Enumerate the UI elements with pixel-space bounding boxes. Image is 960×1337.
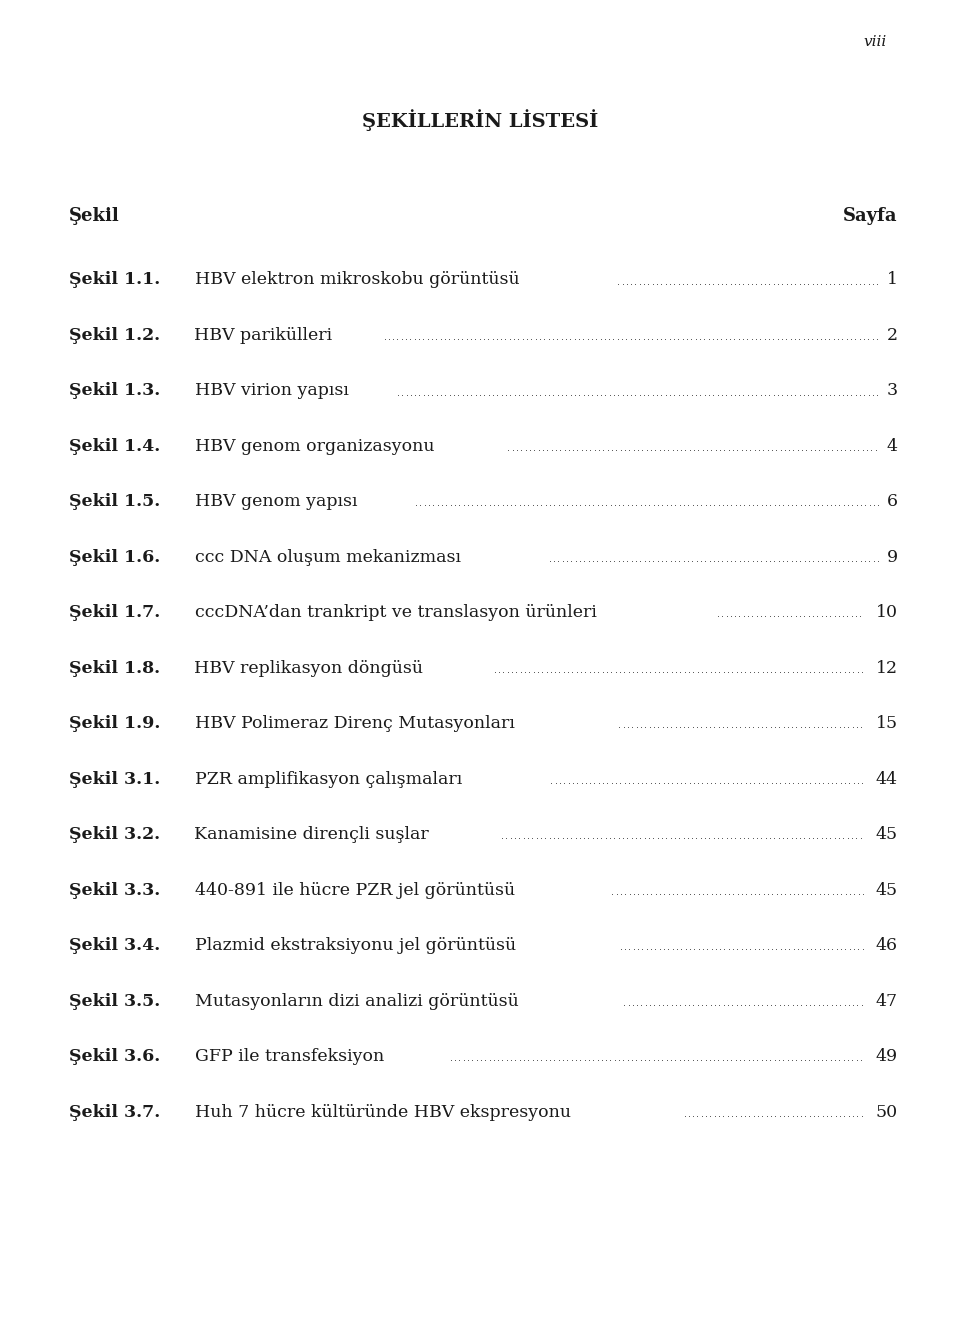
Text: 45: 45 xyxy=(876,882,898,898)
Text: GFP ile transfeksiyon: GFP ile transfeksiyon xyxy=(195,1048,390,1066)
Text: Plazmid ekstraksiyonu jel görüntüsü: Plazmid ekstraksiyonu jel görüntüsü xyxy=(195,937,521,955)
Text: Şekil 3.1.: Şekil 3.1. xyxy=(69,770,160,787)
Text: Şekil 3.2.: Şekil 3.2. xyxy=(69,826,160,844)
Text: HBV parikülleri: HBV parikülleri xyxy=(194,326,338,344)
Text: HBV genom yapısı: HBV genom yapısı xyxy=(195,493,363,511)
Text: Şekil 3.3.: Şekil 3.3. xyxy=(69,882,160,898)
Text: Şekil 3.4.: Şekil 3.4. xyxy=(69,937,160,955)
Text: Şekil: Şekil xyxy=(69,207,120,225)
Text: 9: 9 xyxy=(886,548,898,566)
Text: ccc DNA oluşum mekanizması: ccc DNA oluşum mekanizması xyxy=(195,548,466,566)
Text: 10: 10 xyxy=(876,604,898,622)
Text: HBV virion yapısı: HBV virion yapısı xyxy=(195,382,348,400)
Text: 47: 47 xyxy=(876,992,898,1009)
Text: HBV replikasyon döngüsü: HBV replikasyon döngüsü xyxy=(194,660,423,677)
Text: Şekil 1.7.: Şekil 1.7. xyxy=(69,604,160,622)
Text: Kanamisine dirençli suşlar: Kanamisine dirençli suşlar xyxy=(194,826,429,844)
Text: HBV genom organizasyonu: HBV genom organizasyonu xyxy=(195,437,434,455)
Text: 6: 6 xyxy=(887,493,898,511)
Text: Şekil 1.8.: Şekil 1.8. xyxy=(69,660,160,677)
Text: HBV Polimeraz Direnç Mutasyonları: HBV Polimeraz Direnç Mutasyonları xyxy=(195,715,520,733)
Text: 44: 44 xyxy=(876,770,898,787)
Text: PZR amplifikasyon çalışmaları: PZR amplifikasyon çalışmaları xyxy=(195,770,468,787)
Text: Şekil 1.3.: Şekil 1.3. xyxy=(69,382,160,400)
Text: HBV elektron mikroskobu görüntüsü: HBV elektron mikroskobu görüntüsü xyxy=(195,271,519,289)
Text: 50: 50 xyxy=(876,1104,898,1120)
Text: ŞEKİLLERİN LİSTESİ: ŞEKİLLERİN LİSTESİ xyxy=(362,110,598,131)
Text: 45: 45 xyxy=(876,826,898,844)
Text: Şekil 1.5.: Şekil 1.5. xyxy=(69,493,160,511)
Text: Huh 7 hücre kültüründe HBV ekspresyonu: Huh 7 hücre kültüründe HBV ekspresyonu xyxy=(195,1104,570,1120)
Text: 12: 12 xyxy=(876,660,898,677)
Text: 440-891 ile hücre PZR jel görüntüsü: 440-891 ile hücre PZR jel görüntüsü xyxy=(195,882,515,898)
Text: Şekil 3.7.: Şekil 3.7. xyxy=(69,1104,160,1120)
Text: Şekil 1.6.: Şekil 1.6. xyxy=(69,548,160,566)
Text: viii: viii xyxy=(864,35,887,48)
Text: 49: 49 xyxy=(876,1048,898,1066)
Text: Şekil 1.2.: Şekil 1.2. xyxy=(69,326,160,344)
Text: 1: 1 xyxy=(887,271,898,289)
Text: Sayfa: Sayfa xyxy=(843,207,898,225)
Text: cccDNA’dan trankript ve translasyon ürünleri: cccDNA’dan trankript ve translasyon ürün… xyxy=(195,604,596,622)
Text: Şekil 1.9.: Şekil 1.9. xyxy=(69,715,160,733)
Text: 15: 15 xyxy=(876,715,898,733)
Text: 2: 2 xyxy=(886,326,898,344)
Text: Şekil 1.4.: Şekil 1.4. xyxy=(69,437,160,455)
Text: 4: 4 xyxy=(887,437,898,455)
Text: Şekil 3.6.: Şekil 3.6. xyxy=(69,1048,160,1066)
Text: Şekil 3.5.: Şekil 3.5. xyxy=(69,992,160,1009)
Text: Şekil 1.1.: Şekil 1.1. xyxy=(69,271,160,289)
Text: 46: 46 xyxy=(876,937,898,955)
Text: Mutasyonların dizi analizi görüntüsü: Mutasyonların dizi analizi görüntüsü xyxy=(195,992,524,1009)
Text: 3: 3 xyxy=(886,382,898,400)
